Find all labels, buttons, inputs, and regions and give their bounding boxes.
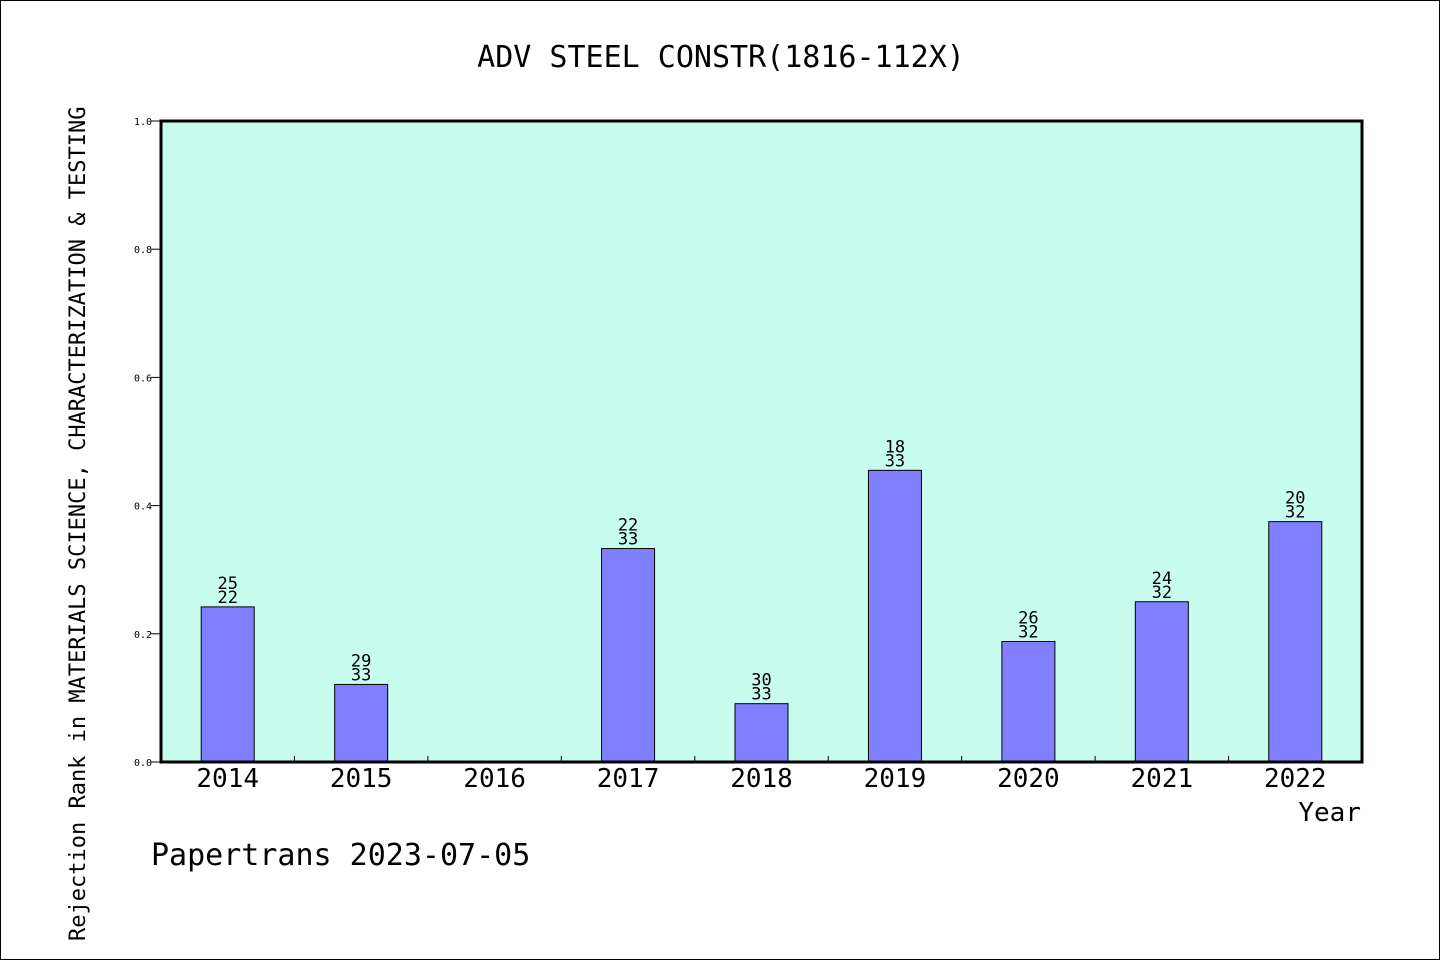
bar-label-top-2014: 25 <box>217 574 237 594</box>
y-tick-label-0.4: 0.4 <box>134 502 152 513</box>
x-tick-label-2019: 2019 <box>864 764 927 794</box>
bar-label-bottom-2019: 33 <box>885 451 905 471</box>
bar-label-bottom-2020: 32 <box>1018 622 1038 642</box>
y-tick-label-0.6: 0.6 <box>134 373 152 384</box>
y-axis-label: Rejection Rank in MATERIALS SCIENCE, CHA… <box>66 107 91 941</box>
bar-label-top-2019: 18 <box>885 437 905 457</box>
y-tick-label-0.0: 0.0 <box>134 758 152 769</box>
bar-2021 <box>1134 601 1189 763</box>
x-tick-label-2014: 2014 <box>196 764 259 794</box>
footer-credit: Papertrans 2023-07-05 <box>151 838 530 873</box>
bar-label-bottom-2018: 33 <box>751 685 771 705</box>
bar-2022 <box>1268 521 1323 763</box>
bar-2019 <box>867 469 922 763</box>
y-tick-label-0.8: 0.8 <box>134 245 152 256</box>
bar-2015 <box>334 683 389 763</box>
x-tick-label-2022: 2022 <box>1264 764 1327 794</box>
plot-border <box>159 119 1364 764</box>
x-axis-label: Year <box>1298 798 1361 828</box>
x-tick-label-2015: 2015 <box>330 764 393 794</box>
bar-label-top-2017: 22 <box>618 516 638 536</box>
x-tick-label-2018: 2018 <box>730 764 793 794</box>
x-tick-label-2016: 2016 <box>463 764 526 794</box>
bar-label-top-2020: 26 <box>1018 608 1038 628</box>
bar-label-bottom-2014: 22 <box>217 588 237 608</box>
bar-label-top-2022: 20 <box>1285 489 1305 509</box>
bar-label-bottom-2022: 32 <box>1285 503 1305 523</box>
bar-label-top-2015: 29 <box>351 651 371 671</box>
bar-label-top-2021: 24 <box>1152 569 1172 589</box>
bar-label-bottom-2021: 32 <box>1152 583 1172 603</box>
y-tick-label-1.0: 1.0 <box>134 117 152 128</box>
bar-2020 <box>1001 640 1056 763</box>
x-tick-label-2021: 2021 <box>1131 764 1194 794</box>
bar-label-bottom-2017: 33 <box>618 530 638 550</box>
bar-label-top-2018: 30 <box>751 671 771 691</box>
bar-2018 <box>734 703 789 763</box>
bar-2017 <box>601 548 656 763</box>
y-tick-label-0.2: 0.2 <box>134 630 152 641</box>
bar-2014 <box>200 606 255 763</box>
chart-title: ADV STEEL CONSTR(1816-112X) <box>477 40 965 75</box>
x-tick-label-2020: 2020 <box>997 764 1060 794</box>
bar-label-bottom-2015: 33 <box>351 665 371 685</box>
x-tick-label-2017: 2017 <box>597 764 660 794</box>
